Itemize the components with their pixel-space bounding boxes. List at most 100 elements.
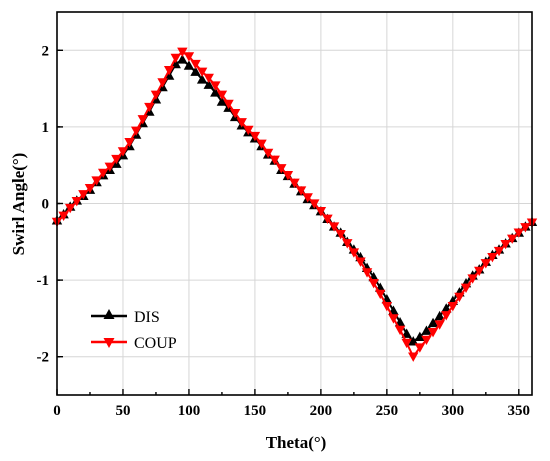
series-coup [51,47,538,362]
legend-label-dis: DIS [134,309,160,326]
data-point-coup [150,90,162,100]
data-point-coup [124,138,135,148]
data-point-coup [282,170,294,181]
data-point-coup [163,66,175,76]
data-point-coup [513,228,525,238]
y-tick-label: 0 [42,197,50,213]
data-point-coup [447,301,459,312]
y-tick-label: 2 [42,43,50,59]
data-point-coup [408,352,419,362]
data-point-coup [335,229,346,240]
data-point-coup [71,197,82,207]
legend-marker-coup [103,338,115,348]
data-point-dis [421,325,432,335]
series-group [51,47,538,362]
data-point-dis [434,310,445,321]
data-point-coup [388,314,399,324]
legend: DIS COUP [91,309,177,352]
data-point-coup [183,52,195,62]
data-point-coup [421,335,432,346]
data-point-coup [401,338,412,349]
data-point-coup [104,162,115,172]
data-point-coup [460,283,472,293]
x-tick-label: 200 [310,403,333,419]
data-point-coup [309,199,320,209]
axis-ticks [56,49,520,395]
data-point-coup [91,176,102,186]
x-tick-label: 350 [508,403,531,419]
data-point-coup [216,90,228,100]
x-tick-label: 0 [53,403,61,419]
legend-marker-dis [103,309,115,319]
y-axis-label: Swirl Angle(°) [9,153,28,256]
data-point-coup [361,268,373,278]
data-point-coup [210,81,221,91]
data-point-coup [394,325,406,336]
data-point-coup [249,131,261,142]
data-point-coup [58,211,69,221]
data-point-dis [196,74,208,84]
grid [56,12,532,395]
data-point-dis [216,96,228,106]
x-tick-label: 50 [115,403,130,419]
data-point-coup [229,108,241,119]
data-point-coup [487,252,498,263]
data-point-coup [480,259,492,269]
data-point-coup [441,311,452,321]
data-point-coup [302,193,313,203]
data-point-coup [368,279,379,289]
data-point-dis [427,317,439,328]
data-point-coup [295,186,307,196]
data-point-coup [289,178,300,189]
data-point-coup [196,67,208,77]
data-point-coup [434,320,445,330]
x-tick-label: 150 [244,403,267,419]
data-point-dis [190,66,201,76]
data-point-coup [322,214,333,225]
data-point-coup [130,126,142,136]
x-tick-label: 100 [178,403,201,419]
data-point-coup [256,139,267,149]
data-point-coup [355,257,366,267]
x-tick-label: 300 [442,403,465,419]
data-point-dis [401,328,412,338]
data-point-coup [493,246,505,257]
data-point-coup [223,99,234,110]
data-point-coup [414,343,426,353]
data-point-coup [243,125,254,136]
data-point-coup [84,184,96,194]
data-point-dis [183,60,195,70]
data-point-coup [262,148,274,159]
data-point-coup [467,274,478,284]
data-point-coup [427,328,439,338]
data-point-coup [144,102,155,113]
data-point-dis [203,79,214,89]
series-dis [51,54,538,346]
data-point-dis [408,336,419,346]
data-point-dis [414,331,426,341]
x-axis-label: Theta(°) [266,433,327,452]
data-point-coup [520,223,531,233]
data-point-dis [177,54,188,64]
data-point-coup [78,190,89,200]
data-point-coup [342,239,353,249]
legend-label-coup: COUP [134,335,177,352]
data-point-coup [328,222,340,232]
data-point-coup [507,234,518,244]
data-point-coup [381,301,393,312]
y-tick-label: -2 [37,350,50,366]
data-point-coup [236,118,247,128]
data-point-coup [375,289,386,300]
data-point-coup [170,53,181,64]
data-point-dis [210,87,221,97]
data-point-coup [500,239,511,250]
data-point-coup [315,207,327,217]
data-point-coup [97,168,109,179]
data-point-coup [111,154,122,165]
data-point-dis [170,58,181,69]
data-point-coup [454,292,465,303]
series-line-coup [56,50,533,359]
data-point-coup [348,248,360,258]
data-point-coup [64,203,76,214]
